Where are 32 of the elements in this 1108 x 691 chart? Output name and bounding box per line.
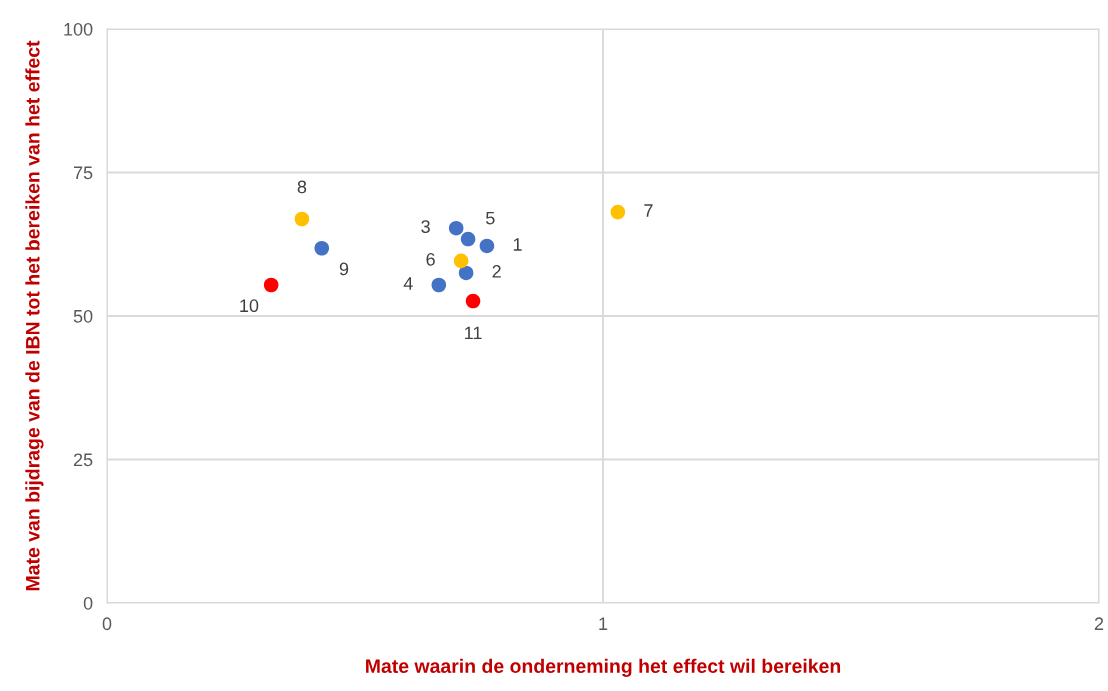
- point: [479, 238, 495, 254]
- annotation: 4: [403, 277, 413, 290]
- x-tick-label: 0: [102, 617, 112, 631]
- point: [263, 277, 279, 293]
- point: [294, 211, 310, 227]
- annotation: 9: [339, 262, 349, 276]
- point: [610, 204, 626, 220]
- y-tick-label: 75: [73, 166, 93, 180]
- point: [431, 277, 447, 293]
- y-tick-label: 50: [73, 309, 93, 323]
- annotation: 7: [644, 204, 653, 217]
- y-tick-label: 25: [73, 453, 93, 467]
- point: [448, 220, 464, 236]
- annotation: 11: [465, 326, 482, 340]
- y-tick-label: 100: [64, 22, 93, 36]
- x-axis-title: Mate waarin de onderneming het effect wil bereiken: [366, 658, 841, 677]
- annotation: 10: [240, 299, 259, 313]
- y-tick-label: 0: [83, 596, 93, 610]
- x-tick-label: 2: [1094, 617, 1104, 630]
- y-axis-title: Mate van bijdrage van de IBN tot het bereiken van het effect: [25, 40, 44, 591]
- point: [458, 265, 474, 281]
- annotation: 5: [486, 211, 495, 225]
- x-tick-label: 1: [599, 617, 608, 630]
- point: [314, 240, 330, 256]
- point: [465, 293, 481, 309]
- annotation: 3: [421, 220, 430, 234]
- annotation: 8: [297, 180, 307, 194]
- annotation: 2: [492, 265, 501, 278]
- point: [460, 231, 476, 247]
- annotation: 6: [426, 252, 435, 266]
- annotation: 1: [513, 238, 522, 251]
- point: [453, 253, 469, 269]
